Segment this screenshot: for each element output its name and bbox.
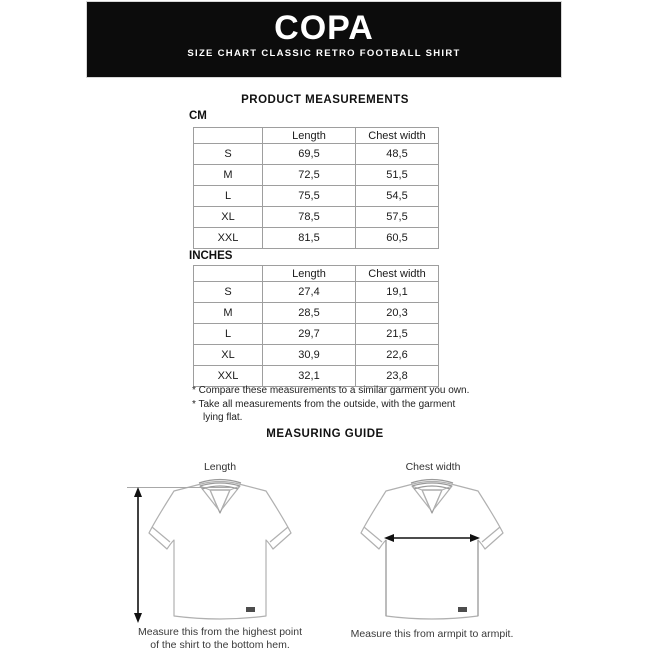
measuring-guide-title: MEASURING GUIDE <box>266 428 384 440</box>
cm-unit-label: CM <box>189 110 207 122</box>
header-subtitle: SIZE CHART CLASSIC RETRO FOOTBALL SHIRT <box>187 48 461 59</box>
chest-width-figure-caption: Measure this from armpit to armpit. <box>350 628 514 640</box>
table-row: XL 78,5 57,5 <box>193 206 439 228</box>
cell-length: 29,7 <box>262 323 356 345</box>
caption-line: of the shirt to the bottom hem. <box>150 639 290 650</box>
column-header-length: Length <box>262 127 356 144</box>
cell-size: M <box>193 302 263 324</box>
footnotes: * Compare these measurements to a simila… <box>192 384 469 425</box>
cell-chest: 20,3 <box>355 302 439 324</box>
column-header-length: Length <box>262 265 356 282</box>
table-row: S 27,4 19,1 <box>193 281 439 303</box>
length-measure-arrow-icon <box>134 487 142 623</box>
table-row: M 72,5 51,5 <box>193 164 439 186</box>
cell-size: XXL <box>193 227 263 249</box>
column-header-chest: Chest width <box>355 127 439 144</box>
copa-logo: COPA <box>274 9 374 47</box>
shirt-tag <box>458 607 467 612</box>
cm-size-table: Length Chest width S 69,5 48,5 M 72,5 51… <box>193 127 439 249</box>
cell-chest: 48,5 <box>355 143 439 165</box>
cell-length: 27,4 <box>262 281 356 303</box>
table-row: L 75,5 54,5 <box>193 185 439 207</box>
cell-chest: 51,5 <box>355 164 439 186</box>
column-header-size <box>193 265 263 282</box>
chest-width-measure-arrow-icon <box>384 534 480 542</box>
cell-size: M <box>193 164 263 186</box>
cell-chest: 57,5 <box>355 206 439 228</box>
shirt-tag <box>246 607 255 612</box>
column-header-size <box>193 127 263 144</box>
footnote-line: lying flat. <box>203 412 243 423</box>
cell-size: L <box>193 185 263 207</box>
caption-line: Measure this from the highest point <box>137 626 302 638</box>
table-row: S 69,5 48,5 <box>193 143 439 165</box>
cell-chest: 21,5 <box>355 323 439 345</box>
table-row: XL 30,9 22,6 <box>193 344 439 366</box>
length-figure-label: Length <box>203 461 237 473</box>
cell-chest: 23,8 <box>355 365 439 387</box>
footnote-line: * Take all measurements from the outside… <box>192 398 456 410</box>
highest-point-reference-line <box>127 487 231 488</box>
cell-size: S <box>193 281 263 303</box>
cell-size: S <box>193 143 263 165</box>
cell-length: 72,5 <box>262 164 356 186</box>
chest-width-figure-label: Chest width <box>405 461 461 473</box>
length-figure-caption: Measure this from the highest point of t… <box>110 626 330 650</box>
inches-size-table: Length Chest width S 27,4 19,1 M 28,5 20… <box>193 265 439 387</box>
cell-chest: 60,5 <box>355 227 439 249</box>
table-header-row: Length Chest width <box>193 127 439 144</box>
shirt-diagram-length <box>148 478 292 620</box>
cell-size: XL <box>193 206 263 228</box>
shirt-diagram-chest-width <box>360 478 504 620</box>
table-header-row: Length Chest width <box>193 265 439 282</box>
cell-chest: 54,5 <box>355 185 439 207</box>
cell-length: 81,5 <box>262 227 356 249</box>
cell-size: XXL <box>193 365 263 387</box>
cell-size: L <box>193 323 263 345</box>
column-header-chest: Chest width <box>355 265 439 282</box>
cell-length: 32,1 <box>262 365 356 387</box>
cell-length: 78,5 <box>262 206 356 228</box>
table-row: XXL 32,1 23,8 <box>193 365 439 387</box>
table-row: L 29,7 21,5 <box>193 323 439 345</box>
cell-size: XL <box>193 344 263 366</box>
table-row: M 28,5 20,3 <box>193 302 439 324</box>
brand-header: COPA SIZE CHART CLASSIC RETRO FOOTBALL S… <box>86 1 562 78</box>
cell-length: 28,5 <box>262 302 356 324</box>
cell-chest: 19,1 <box>355 281 439 303</box>
cell-length: 69,5 <box>262 143 356 165</box>
cell-chest: 22,6 <box>355 344 439 366</box>
product-measurements-title: PRODUCT MEASUREMENTS <box>241 94 409 106</box>
inches-unit-label: INCHES <box>189 250 233 262</box>
cell-length: 30,9 <box>262 344 356 366</box>
cell-length: 75,5 <box>262 185 356 207</box>
table-row: XXL 81,5 60,5 <box>193 227 439 249</box>
footnote-line: * Compare these measurements to a simila… <box>192 385 470 396</box>
